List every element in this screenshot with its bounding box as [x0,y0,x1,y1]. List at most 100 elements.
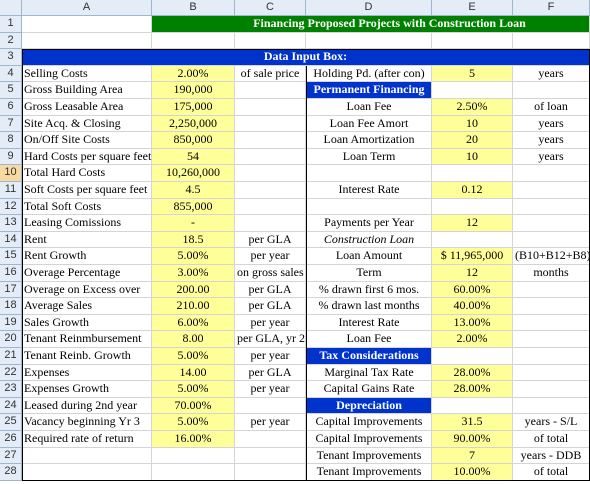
input-unit[interactable]: of total [513,431,590,448]
input-unit[interactable]: per year [235,314,306,332]
input-unit[interactable] [513,182,590,199]
input-unit[interactable] [513,198,590,216]
input-value[interactable] [432,165,513,182]
input-unit[interactable]: per GLA [235,231,306,249]
input-value[interactable]: 10,260,000 [152,165,235,182]
input-value[interactable]: 0.12 [432,182,513,199]
input-label[interactable]: Loan Fee [306,99,432,116]
row-header-3[interactable]: 3 [0,49,22,66]
input-label[interactable]: Site Acq. & Closing [22,115,152,133]
input-label[interactable]: Term [306,265,432,282]
input-label[interactable]: On/Off Site Costs [22,132,152,149]
input-unit[interactable] [513,314,590,332]
input-value[interactable]: 10 [432,115,513,133]
input-unit[interactable] [513,165,590,182]
input-label[interactable]: Loan Term [306,148,432,166]
grid-cell[interactable] [22,32,152,50]
input-unit[interactable] [513,82,590,99]
input-label[interactable]: Tenant Improvements [306,447,432,465]
input-unit[interactable]: years [513,148,590,166]
input-unit[interactable] [513,331,590,348]
input-unit[interactable] [235,397,306,415]
row-header-5[interactable]: 5 [0,82,22,99]
input-unit[interactable] [513,231,590,249]
input-label[interactable]: Loan Amortization [306,132,432,149]
input-unit[interactable]: on gross sales [235,265,306,282]
row-header-28[interactable]: 28 [0,464,22,481]
input-value[interactable]: 28.00% [432,364,513,382]
input-value[interactable]: 10.00% [432,464,513,481]
input-label[interactable]: Marginal Tax Rate [306,364,432,382]
input-unit[interactable] [235,148,306,166]
input-label[interactable]: Total Soft Costs [22,198,152,216]
row-header-19[interactable]: 19 [0,314,22,332]
input-unit[interactable]: of total [513,464,590,481]
input-value[interactable]: 20 [432,132,513,149]
input-unit[interactable] [513,298,590,315]
input-value[interactable]: $ 11,965,000 [432,248,513,265]
input-label[interactable] [22,464,152,481]
input-label[interactable]: Expenses [22,364,152,382]
input-unit[interactable] [235,182,306,199]
grid-cell[interactable] [235,32,306,50]
grid-cell[interactable] [22,16,152,33]
input-unit[interactable]: years [513,115,590,133]
input-unit[interactable]: per year [235,414,306,431]
input-label[interactable]: Selling Costs [22,65,152,83]
input-unit[interactable] [235,198,306,216]
row-header-22[interactable]: 22 [0,364,22,382]
input-label[interactable]: Soft Costs per square feet [22,182,152,199]
column-header-f[interactable]: F [513,0,590,16]
input-value[interactable]: - [152,215,235,232]
row-header-20[interactable]: 20 [0,331,22,348]
input-label[interactable]: Loan Amount [306,248,432,265]
row-header-14[interactable]: 14 [0,231,22,249]
input-label[interactable]: Leasing Comissions [22,215,152,232]
column-header-e[interactable]: E [432,0,513,16]
input-value[interactable]: 5.00% [152,348,235,365]
row-header-2[interactable]: 2 [0,32,22,50]
input-value[interactable]: 3.00% [152,265,235,282]
input-label[interactable]: Required rate of return [22,431,152,448]
input-value[interactable]: 12 [432,265,513,282]
input-unit[interactable]: per year [235,348,306,365]
grid-cell[interactable] [513,32,590,50]
column-header-c[interactable]: C [235,0,306,16]
row-header-26[interactable]: 26 [0,431,22,448]
input-label[interactable]: Overage Percentage [22,265,152,282]
row-header-24[interactable]: 24 [0,397,22,415]
row-header-17[interactable]: 17 [0,281,22,299]
input-label[interactable]: Sales Growth [22,314,152,332]
input-unit[interactable] [513,381,590,398]
input-value[interactable]: 4.5 [152,182,235,199]
input-label[interactable]: % drawn first 6 mos. [306,281,432,299]
input-label[interactable]: Construction Loan [306,231,432,249]
input-value[interactable]: 16.00% [152,431,235,448]
data-input-header[interactable]: Data Input Box: [22,49,590,66]
input-label[interactable]: Leased during 2nd year [22,397,152,415]
row-header-18[interactable]: 18 [0,298,22,315]
row-header-27[interactable]: 27 [0,447,22,465]
input-value[interactable]: 31.5 [432,414,513,431]
row-header-16[interactable]: 16 [0,265,22,282]
grid-cell[interactable] [306,32,432,50]
row-header-23[interactable]: 23 [0,381,22,398]
input-label[interactable]: Rent [22,231,152,249]
input-label[interactable]: Average Sales [22,298,152,315]
input-value[interactable]: 18.5 [152,231,235,249]
input-unit[interactable] [235,132,306,149]
input-value[interactable]: 2.00% [432,331,513,348]
row-header-4[interactable]: 4 [0,65,22,83]
input-label[interactable]: Interest Rate [306,182,432,199]
input-label[interactable]: Capital Improvements [306,414,432,431]
input-value[interactable]: 5.00% [152,381,235,398]
input-value[interactable] [432,397,513,415]
input-unit[interactable] [235,165,306,182]
input-value[interactable]: 6.00% [152,314,235,332]
input-unit[interactable]: years - DDB [513,447,590,465]
column-header-d[interactable]: D [306,0,432,16]
input-value[interactable]: 2,250,000 [152,115,235,133]
input-label[interactable]: Expenses Growth [22,381,152,398]
input-value[interactable]: 210.00 [152,298,235,315]
row-header-9[interactable]: 9 [0,148,22,166]
